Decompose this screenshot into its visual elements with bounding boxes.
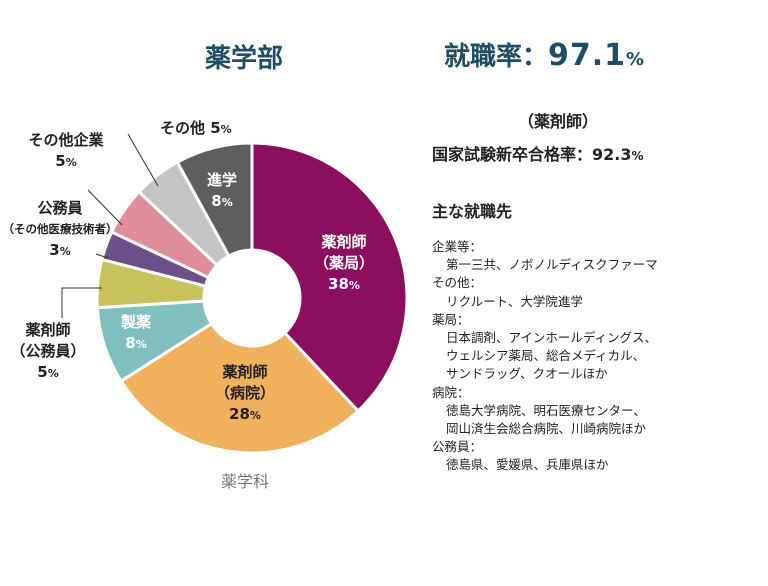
label-other-company: その他企業 5% [29,130,104,173]
label-value: 8% [211,192,233,210]
employment-rate: 就職率：97.1% [444,36,644,73]
pharmacist-heading: （薬剤師） [518,112,599,131]
employer-names: サンドラッグ、クオールほか [446,366,608,382]
label-text: 薬剤師 [321,233,367,251]
slice-pharmacy [250,141,409,414]
leader-public-servant [95,253,109,259]
label-pharmacy: 薬剤師 （薬局） 38% [314,232,374,296]
label-public-pharmacist: 薬剤師 （公務員） 5% [11,320,86,384]
pass-rate-value: 92.3 [592,145,632,164]
department-title: 薬学部 [205,44,284,74]
label-further-study: 進学 8% [207,170,237,213]
leader-other [127,133,159,187]
employment-rate-value: 97.1 [548,38,627,73]
pass-rate-label: 国家試験新卒合格率： [432,145,593,164]
label-public-servant: 公務員 （その他医療技術者） 3% [3,198,118,262]
employer-names: 日本調剤、アインホールディングス、 [446,330,658,346]
slice-hospital [119,321,361,455]
label-value: 8% [125,334,147,352]
pass-rate: 国家試験新卒合格率：92.3% [432,141,644,165]
label-text: （公務員） [10,342,86,360]
employer-category: 病院： [432,384,470,400]
employment-rate-label: 就職率： [444,42,549,72]
employer-names: 徳島県、愛媛県、兵庫県ほか [446,457,609,473]
employer-category: その他： [432,275,483,291]
label-other: その他 5% [160,119,232,137]
label-text: 製薬 [121,313,152,331]
employer-category: 薬局： [432,311,470,327]
label-text: （病院） [215,384,276,402]
leader-public-pharmacist [61,287,102,318]
employer-names: 第一三共、ノボノルディスクファーマ [446,257,658,273]
label-value: 28% [229,405,261,423]
label-value: 3% [49,241,71,259]
employer-category: 企業等： [432,239,483,254]
label-text: 薬剤師 [222,363,268,381]
employer-names: 岡山済生会総合病院、川崎病院ほか [446,421,647,437]
employer-names: 徳島大学病院、明石医療センター、 [446,402,646,418]
employer-category: 公務員： [432,439,483,455]
label-text: （その他医療技術者） [2,222,118,236]
label-pharma: 製薬 8% [121,312,151,355]
label-value: 38% [328,275,360,293]
employment-rate-unit: % [626,49,645,70]
label-hospital: 薬剤師 （病院） 28% [215,362,275,426]
employer-list: 企業等： 第一三共、ノボノルディスクファーマその他： リクルート、大学院進学薬局： 日… [432,238,658,475]
leader-other-company [87,189,123,226]
label-value: 5% [37,363,59,381]
label-text: （薬局） [314,254,375,272]
label-text: 進学 [207,171,238,189]
employer-names: ウェルシア薬局、総合メディカル、 [446,348,646,364]
label-text: その他企業 [28,131,104,149]
slice-further-study [175,141,254,258]
label-text: 薬剤師 [25,321,71,339]
pass-rate-unit: % [631,149,644,163]
employers-heading: 主な就職先 [432,202,513,221]
employer-names: リクルート、大学院進学 [446,293,583,309]
label-text: 公務員 [37,199,83,217]
label-text: その他 5 [160,119,221,137]
center-caption: 薬学科 [221,472,270,491]
label-value: 5% [55,152,77,170]
